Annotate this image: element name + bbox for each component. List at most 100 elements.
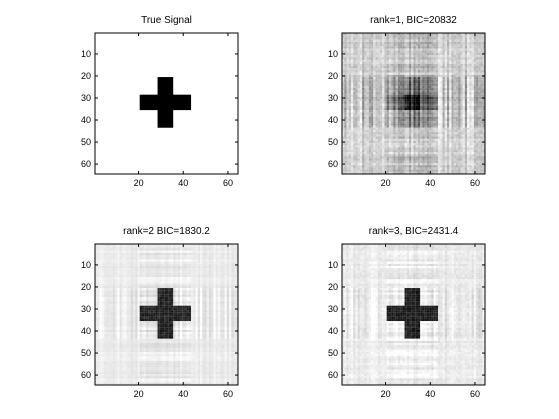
heatmap-cell bbox=[402, 123, 405, 126]
heatmap-cell bbox=[393, 79, 396, 82]
heatmap-cell bbox=[224, 246, 227, 249]
heatmap-cell bbox=[433, 46, 436, 49]
heatmap-cell bbox=[371, 169, 374, 172]
heatmap-cell bbox=[220, 257, 223, 260]
heatmap-cell bbox=[438, 165, 441, 168]
heatmap-cell bbox=[422, 96, 425, 100]
heatmap-cell bbox=[139, 266, 142, 269]
heatmap-cell bbox=[386, 134, 389, 137]
heatmap-cell bbox=[424, 134, 427, 137]
heatmap-cell bbox=[462, 112, 465, 115]
heatmap-cell bbox=[144, 261, 147, 264]
heatmap-cell bbox=[478, 147, 481, 150]
heatmap-cell bbox=[402, 96, 405, 100]
heatmap-cell bbox=[444, 70, 448, 73]
heatmap-cell bbox=[371, 121, 374, 124]
heatmap-cell bbox=[350, 154, 354, 157]
heatmap-cell bbox=[449, 140, 452, 144]
heatmap-cell bbox=[404, 160, 407, 164]
heatmap-cell bbox=[478, 138, 481, 141]
heatmap-cell bbox=[135, 263, 138, 267]
heatmap-cell bbox=[184, 244, 187, 247]
heatmap-cell bbox=[449, 105, 452, 108]
heatmap-cell bbox=[377, 88, 381, 91]
heatmap-cell bbox=[433, 68, 436, 71]
heatmap-cell bbox=[426, 88, 430, 91]
heatmap-cell bbox=[449, 162, 452, 166]
heatmap-cell bbox=[417, 33, 421, 36]
heatmap-cell bbox=[397, 140, 401, 144]
heatmap-cell bbox=[357, 134, 360, 137]
heatmap-cell bbox=[186, 255, 189, 258]
heatmap-cell bbox=[366, 57, 369, 60]
heatmap-cell bbox=[467, 83, 470, 86]
heatmap-cell bbox=[95, 252, 98, 256]
heatmap-cell bbox=[368, 134, 372, 137]
heatmap-cell bbox=[391, 77, 394, 80]
heatmap-cell bbox=[431, 132, 434, 135]
heatmap-cell bbox=[471, 107, 474, 111]
heatmap-cell bbox=[121, 268, 125, 271]
heatmap-cell bbox=[108, 257, 111, 260]
heatmap-cell bbox=[348, 171, 351, 175]
heatmap-cell bbox=[379, 145, 383, 148]
heatmap-cell bbox=[464, 48, 468, 51]
heatmap-cell bbox=[231, 255, 234, 258]
heatmap-cell bbox=[480, 147, 483, 150]
heatmap-cell bbox=[402, 118, 405, 122]
heatmap-cell bbox=[135, 261, 138, 264]
heatmap-cell bbox=[375, 145, 378, 148]
heatmap-cell bbox=[357, 149, 360, 153]
heatmap-cell bbox=[404, 132, 407, 135]
heatmap-cell bbox=[375, 74, 378, 78]
heatmap-cell bbox=[438, 55, 441, 58]
heatmap-cell bbox=[395, 123, 398, 126]
heatmap-cell bbox=[413, 147, 416, 150]
heatmap-cell bbox=[451, 156, 454, 159]
heatmap-cell bbox=[382, 103, 385, 106]
heatmap-cell bbox=[453, 88, 456, 91]
heatmap-cell bbox=[473, 116, 477, 119]
heatmap-cell bbox=[377, 101, 381, 104]
heatmap-cell bbox=[467, 77, 470, 80]
heatmap-cell bbox=[117, 268, 120, 271]
heatmap-cell bbox=[217, 259, 221, 262]
heatmap-cell bbox=[200, 248, 203, 251]
heatmap-cell bbox=[366, 149, 369, 153]
heatmap-cell bbox=[440, 81, 443, 84]
heatmap-cell bbox=[377, 63, 381, 67]
heatmap-cell bbox=[429, 44, 432, 47]
heatmap-cell bbox=[348, 83, 351, 86]
heatmap-cell bbox=[357, 94, 360, 97]
heatmap-cell bbox=[355, 85, 358, 89]
heatmap-cell bbox=[473, 57, 477, 60]
heatmap-cell bbox=[458, 116, 461, 119]
heatmap-cell bbox=[368, 140, 372, 144]
heatmap-cell bbox=[409, 134, 412, 137]
heatmap-cell bbox=[350, 158, 354, 161]
heatmap-cell bbox=[375, 110, 378, 113]
heatmap-cell bbox=[415, 85, 419, 89]
heatmap-cell bbox=[353, 107, 356, 111]
heatmap-cell bbox=[449, 147, 452, 150]
heatmap-cell bbox=[424, 90, 427, 93]
heatmap-cell bbox=[424, 147, 427, 150]
heatmap-cell bbox=[186, 252, 189, 256]
heatmap-cell bbox=[458, 114, 461, 117]
heatmap-cell bbox=[355, 118, 358, 122]
heatmap-cell bbox=[453, 72, 456, 75]
heatmap-cell bbox=[400, 112, 403, 115]
heatmap-cell bbox=[350, 114, 354, 117]
heatmap-cell bbox=[108, 259, 111, 262]
heatmap-cell bbox=[229, 259, 232, 262]
heatmap-cell bbox=[173, 248, 176, 251]
heatmap-cell bbox=[229, 263, 232, 267]
heatmap-cell bbox=[444, 162, 448, 166]
heatmap-cell bbox=[460, 48, 463, 51]
heatmap-cell bbox=[458, 83, 461, 86]
heatmap-cell bbox=[413, 118, 416, 122]
heatmap-cell bbox=[451, 61, 454, 64]
heatmap-cell bbox=[137, 261, 140, 264]
heatmap-cell bbox=[353, 72, 356, 75]
heatmap-cell bbox=[480, 123, 483, 126]
